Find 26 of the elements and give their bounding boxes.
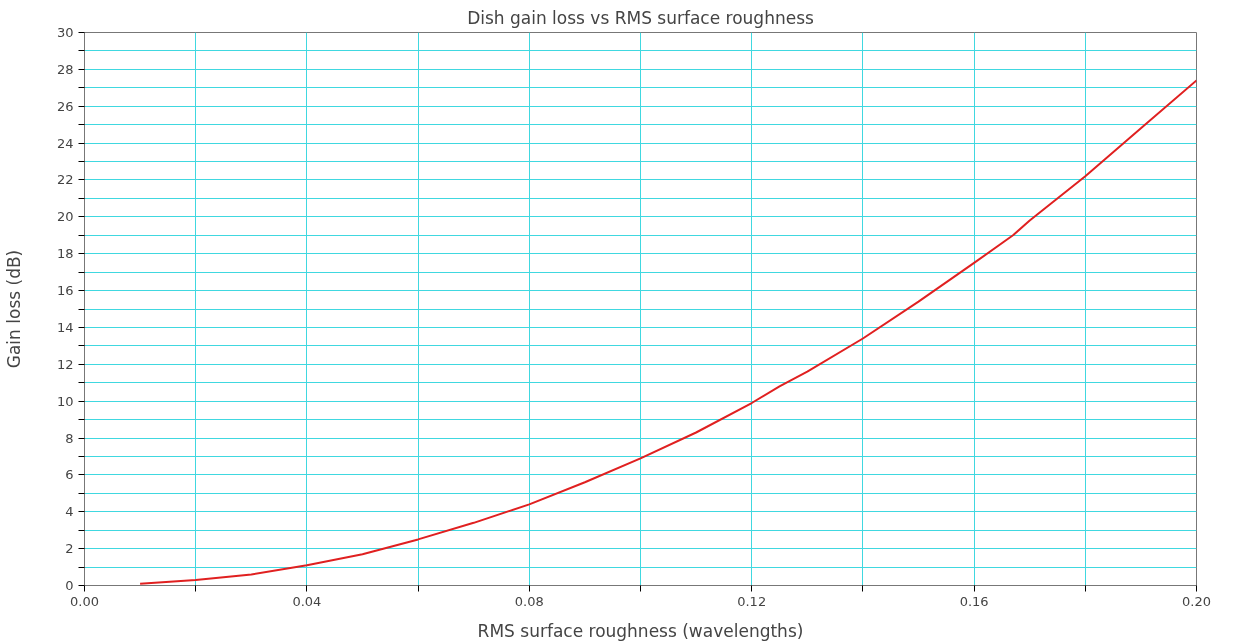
x-tick-label: 0.08 <box>514 593 544 609</box>
y-tick-label: 20 <box>56 209 74 225</box>
y-tick-label: 16 <box>56 283 74 299</box>
y-tick-label: 4 <box>65 504 74 520</box>
y-tick-label: 30 <box>56 25 74 40</box>
x-tick-label: 0.00 <box>70 593 99 609</box>
y-tick-label: 8 <box>65 430 74 446</box>
x-tick-label: 0.04 <box>292 593 322 609</box>
y-tick-label: 28 <box>56 61 74 77</box>
y-tick-label: 12 <box>56 356 74 372</box>
y-tick-label: 2 <box>65 541 74 557</box>
y-axis-title: Gain loss (dB) <box>3 249 24 369</box>
y-tick-label: 22 <box>56 172 74 188</box>
x-axis-title: RMS surface roughness (wavelengths) <box>477 620 804 641</box>
chart-title: Dish gain loss vs RMS surface roughness <box>467 7 815 28</box>
x-tick-label: 0.16 <box>959 593 989 609</box>
y-tick-label: 26 <box>56 98 74 114</box>
y-tick-label: 14 <box>56 319 74 335</box>
y-tick-label: 6 <box>65 467 74 483</box>
y-tick-label: 10 <box>56 393 74 409</box>
x-tick-label: 0.20 <box>1182 593 1211 609</box>
x-tick-label: 0.12 <box>737 593 767 609</box>
line-series <box>139 79 1197 585</box>
y-tick-label: 0 <box>65 578 74 593</box>
y-tick-label: 24 <box>56 135 74 151</box>
y-tick-label: 18 <box>56 246 74 262</box>
